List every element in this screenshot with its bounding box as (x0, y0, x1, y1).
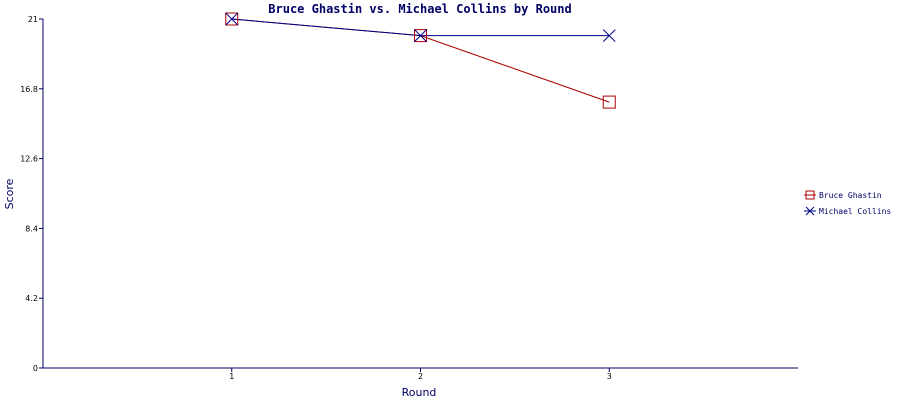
y-tick-label: 4.2 (25, 294, 38, 303)
data-point-series-1 (414, 29, 427, 43)
y-tick-label: 21 (28, 15, 38, 24)
y-tick-label: 0 (33, 364, 38, 373)
x-tick-label: 3 (607, 372, 612, 381)
x-axis-label: Round (402, 386, 437, 399)
legend-marker (805, 206, 815, 216)
data-point-series-1 (602, 95, 616, 109)
legend-label: Michael Collins (819, 207, 891, 216)
y-axis-label: Score (3, 178, 16, 209)
y-tick-label: 8.4 (25, 224, 38, 233)
legend-item: Bruce Ghastin (804, 190, 882, 200)
data-point-series-2 (602, 29, 616, 42)
y-tick-label: 16.8 (20, 85, 38, 94)
x-ticks: 1 2 3 (229, 368, 612, 381)
y-ticks: 0 4.2 8.4 12.6 16.8 21 (20, 15, 43, 373)
x-tick-label: 2 (418, 372, 423, 381)
series-layer (225, 12, 616, 109)
legend: Bruce Ghastin Michael Collins (804, 190, 891, 216)
series-line-1 (231, 18, 610, 103)
legend-label: Bruce Ghastin (819, 191, 882, 200)
series-line-2 (231, 18, 610, 37)
x-tick-label: 1 (229, 372, 234, 381)
data-point-series-1 (225, 12, 239, 26)
data-point-series-2 (225, 12, 239, 26)
legend-item: Michael Collins (804, 206, 891, 216)
y-tick-label: 12.6 (20, 155, 38, 164)
chart-title: Bruce Ghastin vs. Michael Collins by Rou… (268, 2, 571, 16)
legend-marker (805, 190, 815, 200)
data-point-series-2 (414, 29, 427, 42)
